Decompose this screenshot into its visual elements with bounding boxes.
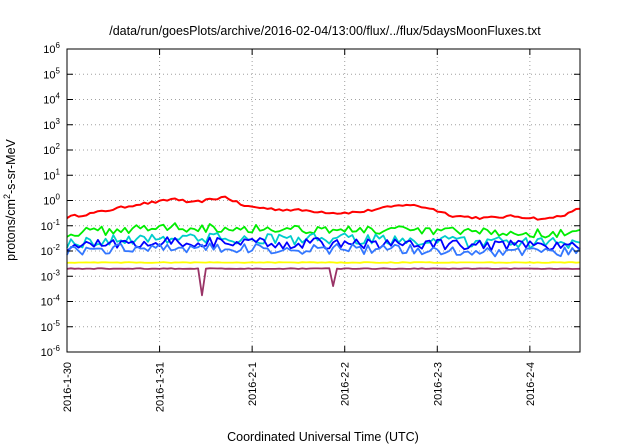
y-tick-label-base: 10 [43,69,55,81]
y-tick-label: 103 [43,117,60,132]
y-tick-label: 10-5 [41,319,61,334]
y-tick-label: 10-6 [41,344,61,359]
y-axis-label-rest: -s-sr-MeV [4,138,18,194]
y-tick-label-exp: 2 [56,142,61,151]
series-line [66,242,581,258]
series-line [66,195,581,221]
y-tick-label: 10-3 [41,268,61,283]
y-tick-label: 101 [43,167,60,182]
series-line [66,267,581,297]
x-tick-labels: 2016-1-30 2016-1-31 2016-2-1 2016-2-2 2016-2… [62,362,537,412]
x-tick-label: 2016-2-2 [340,362,352,406]
y-tick-label-exp: 1 [56,167,61,176]
y-tick-label-exp: 5 [56,66,61,75]
x-axis-label: Coordinated Universal Time (UTC) [227,430,419,444]
y-tick-label-base: 10 [41,297,53,309]
y-axis-label-sup: 2 [2,194,12,199]
x-tick-label: 2016-1-30 [62,362,74,412]
y-tick-label: 10-1 [41,218,61,233]
y-tick-label: 100 [43,193,60,208]
y-tick-label-base: 10 [43,145,55,157]
y-tick-label-exp: -5 [53,319,61,328]
grid-lines [67,49,580,352]
chart-title: /data/run/goesPlots/archive/2016-02-04/1… [109,24,541,38]
x-tick-label: 2016-2-3 [432,362,444,406]
y-tick-label-base: 10 [43,44,55,56]
y-tick-label-exp: 6 [56,41,61,50]
y-tick-label: 10-4 [41,294,61,309]
y-tick-label-base: 10 [43,170,55,182]
series-line [66,261,581,264]
y-tick-label-base: 10 [41,246,53,258]
y-tick-label-base: 10 [41,271,53,283]
y-tick-label: 105 [43,66,60,81]
y-axis-label: protons/cm2-s-sr-MeV [2,138,18,260]
y-tick-label-base: 10 [41,347,53,359]
y-tick-label: 102 [43,142,60,157]
y-tick-label-exp: 3 [56,117,61,126]
y-tick-label-base: 10 [43,95,55,107]
y-tick-label-base: 10 [43,196,55,208]
y-tick-label-exp: -6 [53,344,61,353]
y-tick-label: 106 [43,41,60,56]
y-tick-label-base: 10 [43,120,55,132]
y-tick-label: 10-2 [41,243,61,258]
y-tick-label-exp: -1 [53,218,61,227]
y-tick-label-base: 10 [41,221,53,233]
series-line [66,222,581,239]
series-line [66,236,581,252]
y-tick-label-exp: -4 [53,294,61,303]
y-tick-label-exp: -2 [53,243,61,252]
y-tick-label: 104 [43,92,60,107]
y-tick-labels: 10-610-510-410-310-210-11001011021031041… [41,41,61,359]
x-tick-label: 2016-2-1 [247,362,259,406]
series-line [66,232,581,250]
y-tick-label-exp: -3 [53,268,61,277]
y-axis-label-base: protons/cm [4,199,18,261]
y-tick-label-base: 10 [41,322,53,334]
plot-frame [66,48,581,353]
y-tick-label-exp: 4 [56,92,61,101]
x-tick-label: 2016-1-31 [155,362,167,412]
x-tick-label: 2016-2-4 [525,362,537,406]
y-tick-label-exp: 0 [56,193,61,202]
series-layer [66,195,581,297]
